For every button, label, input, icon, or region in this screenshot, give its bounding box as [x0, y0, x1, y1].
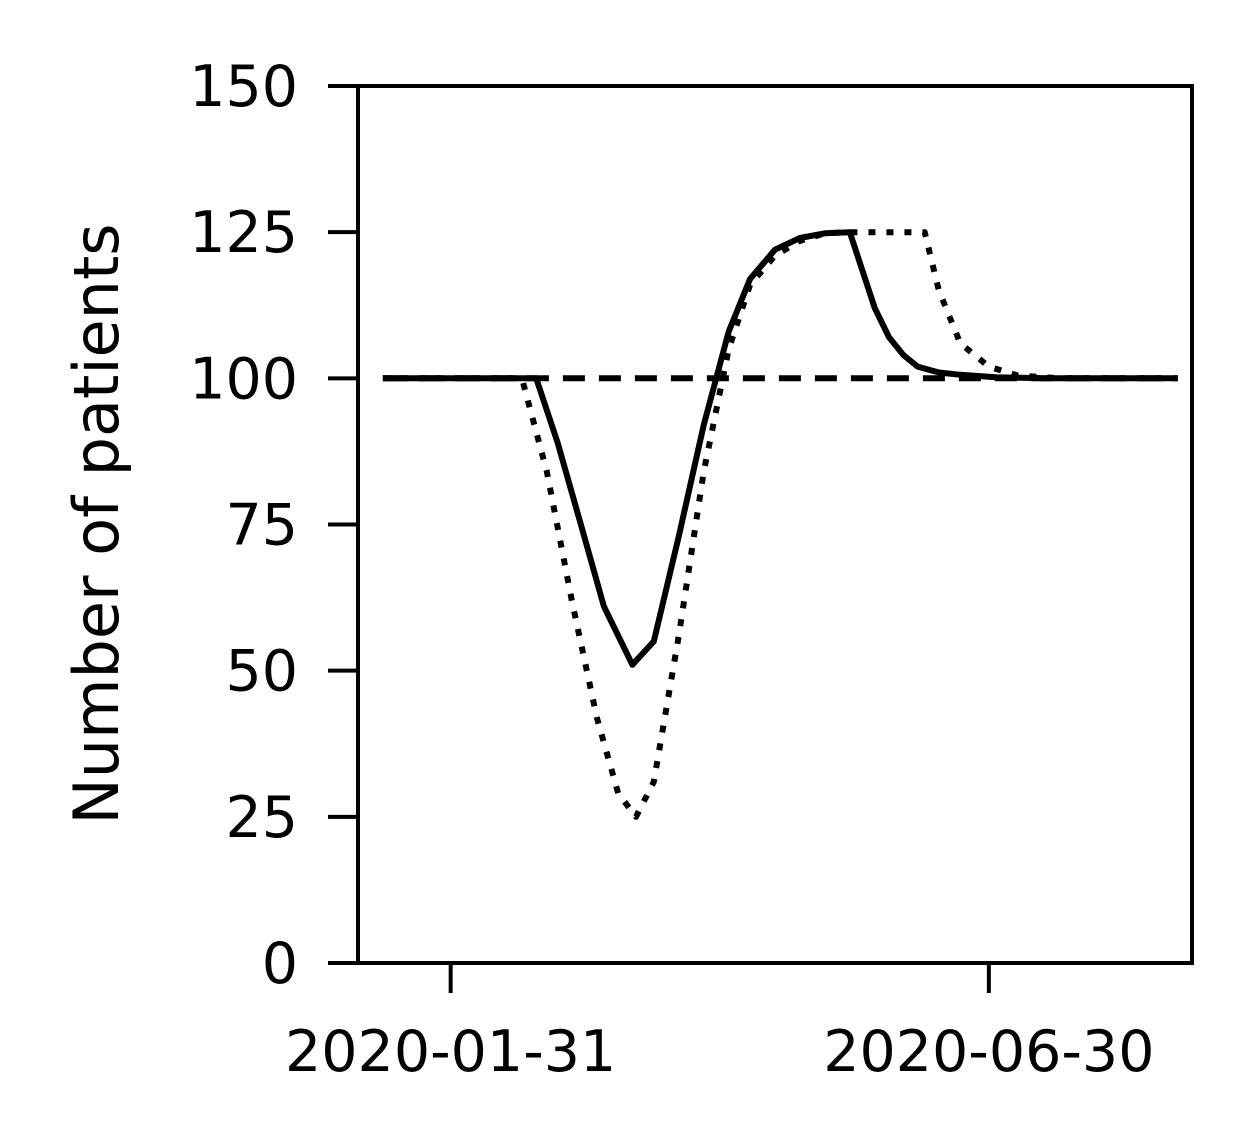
- series-line-dotted: [382, 229, 1178, 820]
- y-tick-label: 100: [189, 346, 298, 412]
- y-tick-label: 125: [189, 200, 298, 266]
- y-tick-label: 75: [225, 493, 298, 559]
- y-axis-title: Number of patients: [60, 223, 133, 824]
- x-tick-label: 2020-01-31: [285, 1019, 616, 1085]
- plot-frame: [356, 84, 1194, 965]
- y-tick-label: 50: [225, 639, 298, 705]
- y-tick-label: 25: [225, 785, 298, 851]
- series-line-solid: [382, 229, 1178, 668]
- series-layer: [382, 229, 1178, 820]
- x-axis: 2020-01-31 2020-06-30: [285, 963, 1154, 1085]
- y-tick-label: 0: [262, 931, 298, 997]
- y-tick-label: 150: [189, 54, 298, 120]
- x-tick-label: 2020-06-30: [823, 1019, 1154, 1085]
- y-axis: 0 25 50 75 100 125 150: [189, 54, 358, 997]
